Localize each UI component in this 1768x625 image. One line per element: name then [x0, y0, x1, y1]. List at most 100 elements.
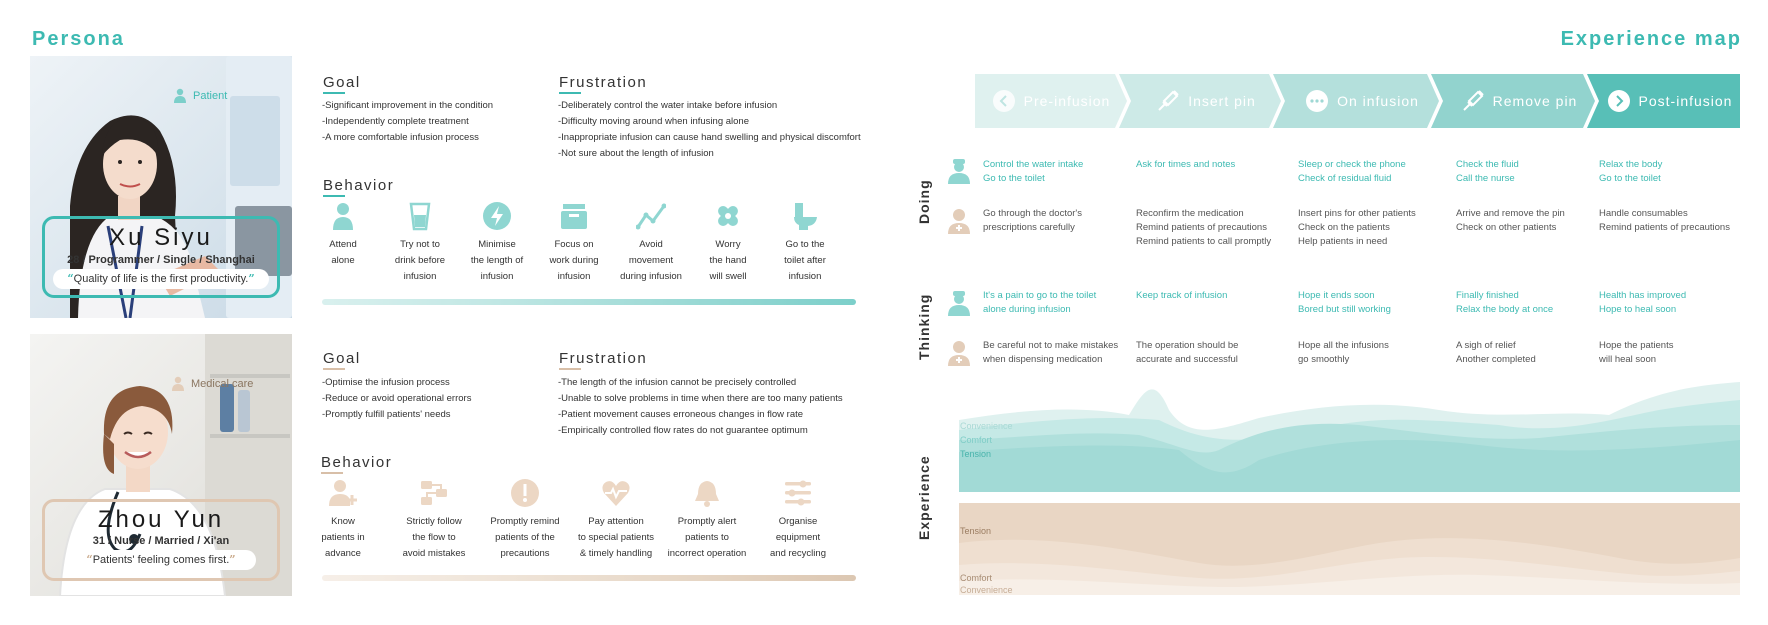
patient-role-label: Patient: [193, 90, 228, 102]
doing-patient-cell: Relax the body Go to the toilet: [1599, 159, 1663, 184]
nurse-frustration-item: -Unable to solve problems in time when t…: [558, 393, 843, 404]
toilet-icon: [794, 203, 817, 230]
doing-patient-cell: Sleep or check the phone Check of residua…: [1298, 159, 1406, 184]
nurse-quote: “Patients' feeling comes first.”: [66, 550, 256, 570]
nurse-name-frame: [42, 499, 280, 581]
stage-pre-infusion: Pre-infusion: [975, 74, 1127, 128]
patient-goal-list: -Significant improvement in the conditio…: [322, 98, 493, 146]
patient-frustration-item: -Inappropriate infusion can cause hand s…: [558, 132, 861, 143]
patient-level-comfort: Comfort: [960, 435, 993, 445]
nurse-goal-title: Goal: [323, 350, 361, 370]
syringe-icon: [1462, 90, 1484, 111]
patient-frustration-item: -Deliberately control the water intake b…: [558, 100, 778, 111]
user-plus-icon: [329, 480, 357, 506]
nurse-divider-bar: [322, 575, 856, 581]
patient-goal-title: Goal: [323, 74, 361, 94]
patient-frustration-title: Frustration: [559, 74, 648, 94]
doing-patient-cell: Control the water intake Go to the toilet: [983, 159, 1084, 184]
doing-medical-cell: Handle consumables Remind patients of pre…: [1599, 208, 1730, 233]
nurse-role-badge: Medical care: [170, 376, 253, 392]
row-label-thinking: Thinking: [916, 293, 932, 360]
heartbeat-icon: [602, 481, 630, 506]
nurse-behavior-item: Know patients in advance: [302, 478, 384, 562]
box-icon: [561, 204, 587, 229]
thinking-patient-cell: Keep track of infusion: [1136, 290, 1228, 301]
stage-bar: [975, 74, 1740, 128]
thinking-patient-cell: Hope it ends soon Bored but still working: [1298, 290, 1391, 315]
thinking-medical-cell: Be careful not to make mistakes when disp…: [983, 340, 1119, 365]
patient-quote: “Quality of life is the first productivi…: [53, 269, 269, 289]
nurse-behavior-title: Behavior: [321, 454, 393, 474]
medical-level-convenience: Convenience: [960, 585, 1013, 595]
thinking-patient-cell: It's a pain to go to the toilet alone dur…: [983, 290, 1097, 315]
nurse-goal-list: -Optimise the infusion process -Reduce o…: [322, 375, 471, 423]
sliders-icon: [785, 480, 811, 506]
doing-patient-cell: Ask for times and notes: [1136, 159, 1236, 170]
nurse-behavior-item: Promptly remind patients of the precaution…: [484, 478, 566, 562]
nurse-photo: Medical care Zhou Yun 31 / Nurse / Marri…: [30, 334, 292, 596]
nurse-goal-item: -Optimise the infusion process: [322, 377, 450, 388]
nurse-role-label: Medical care: [191, 378, 254, 390]
patient-behavior-item: Go to the toilet after infusion: [764, 201, 846, 285]
dots-icon: [1306, 90, 1329, 112]
patient-frustration-list: -Deliberately control the water intake b…: [558, 98, 861, 162]
nurse-frustration-list: -The length of the infusion cannot be pr…: [558, 375, 843, 439]
patient-name-frame: [42, 216, 280, 298]
row-label-experience: Experience: [916, 455, 932, 540]
cup-icon: [409, 202, 431, 231]
nurse-icon: [172, 376, 184, 391]
patient-photo: Patient Xu Siyu 28 / Programmer / Single…: [30, 56, 292, 318]
medical-experience-wave: [959, 503, 1740, 595]
person-icon: [174, 88, 186, 103]
doing-medical-cell: Arrive and remove the pin Check on other …: [1456, 208, 1565, 233]
nurse-frustration-item: -Patient movement causes erroneous chang…: [558, 409, 804, 420]
patient-level-tension: Tension: [960, 449, 992, 459]
doing-patient-cell: Check the fluid Call the nurse: [1456, 159, 1519, 184]
nurse-behavior-item: Promptly alert patients to incorrect opera…: [666, 478, 748, 562]
chevron-left-icon: [992, 90, 1015, 112]
patient-behavior-item: Minimise the length of infusion: [456, 201, 538, 285]
patient-row-icon: [948, 291, 970, 316]
nurse-frustration-item: -The length of the infusion cannot be pr…: [558, 377, 797, 388]
nurse-frustration-item: -Empirically controlled flow rates do no…: [558, 425, 808, 436]
thinking-medical-cell: A sigh of relief Another completed: [1456, 340, 1536, 365]
nurse-meta: 31 / Nurse / Married / Xi'an: [92, 535, 230, 547]
patient-name: Xu Siyu: [109, 224, 213, 251]
nurse-behavior-item: Strictly follow the flow to avoid mistakes: [393, 478, 475, 562]
bandage-icon: [718, 206, 738, 226]
nurse-name: Zhou Yun: [97, 506, 225, 533]
patient-divider-bar: [322, 299, 856, 305]
thinking-medical-cell: The operation should be accurate and succ…: [1136, 340, 1239, 365]
thinking-medical-cell: Hope the patients will heal soon: [1599, 340, 1674, 365]
row-label-doing: Doing: [916, 179, 932, 224]
patient-behavior-item: Focus on work during infusion: [533, 201, 615, 285]
patient-goal-item: -Significant improvement in the conditio…: [322, 100, 494, 111]
patient-row-icon: [948, 159, 970, 184]
thinking-patient-cell: Finally finished Relax the body at once: [1456, 290, 1554, 315]
doing-medical-cell: Insert pins for other patients Check on t…: [1298, 208, 1416, 247]
doing-medical-cell: Reconfirm the medication Remind patients …: [1136, 208, 1272, 247]
stage-on-infusion: On infusion: [1285, 74, 1439, 128]
patient-role: Patient: [172, 88, 227, 104]
patient-meta: 28 / Programmer / Single / Shanghai: [67, 254, 255, 266]
medical-row-icon: [948, 209, 970, 234]
stage-remove-pin: Remove pin: [1443, 74, 1595, 128]
medical-row-icon: [948, 341, 970, 366]
patient-behavior-item: Avoid movement during infusion: [610, 201, 692, 285]
patient-frustration-item: -Difficulty moving around when infusing …: [558, 116, 749, 127]
patient-behavior-title: Behavior: [323, 177, 395, 197]
persona-heading: Persona: [32, 28, 125, 50]
alert-icon: [511, 479, 539, 507]
medical-level-comfort: Comfort: [960, 573, 993, 583]
trend-icon: [636, 203, 666, 230]
nurse-goal-item: -Reduce or avoid operational errors: [322, 393, 472, 404]
stage-post-infusion: Post-infusion: [1599, 74, 1740, 128]
patient-goal-item: -A more comfortable infusion process: [322, 132, 479, 143]
bell-icon: [695, 481, 719, 507]
doing-medical-cell: Go through the doctor's prescriptions car…: [983, 208, 1082, 233]
nurse-behavior-item: Pay attention to special patients & timely…: [575, 478, 657, 562]
thinking-patient-cell: Health has improved Hope to heal soon: [1599, 290, 1687, 315]
patient-behavior-item: Attend alone: [302, 201, 384, 269]
syringe-icon: [1158, 90, 1179, 111]
patient-goal-item: -Independently complete treatment: [322, 116, 469, 127]
